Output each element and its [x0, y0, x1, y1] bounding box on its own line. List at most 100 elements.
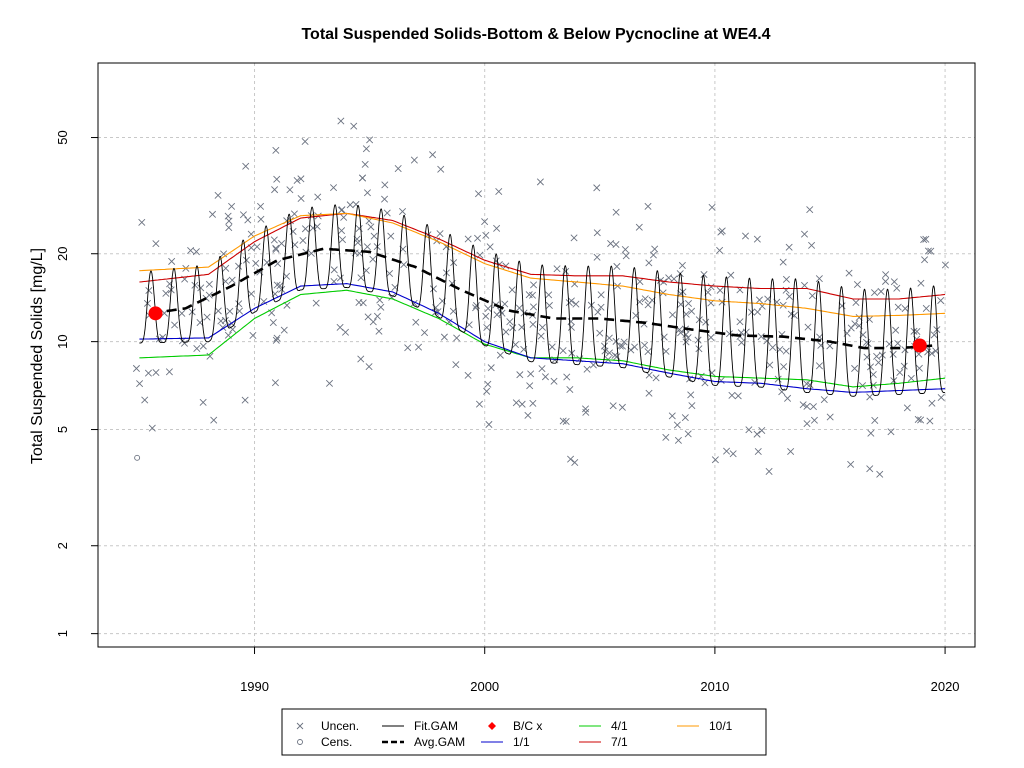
data-point: [572, 300, 580, 308]
data-point: [688, 402, 696, 410]
data-point: [847, 324, 855, 332]
series-line-4-1: [139, 289, 946, 388]
data-point: [239, 211, 247, 219]
data-point: [381, 181, 389, 189]
data-point: [782, 347, 790, 355]
data-point: [242, 162, 250, 170]
data-point: [168, 257, 176, 265]
data-point: [644, 348, 652, 356]
data-point: [145, 287, 153, 295]
data-point: [593, 229, 601, 237]
data-point: [737, 339, 746, 347]
data-point: [253, 243, 261, 251]
data-point: [727, 271, 735, 279]
data-point: [525, 291, 533, 299]
data-point: [867, 429, 875, 437]
x-tick-label: 2010: [700, 679, 729, 694]
y-tick-label: 10: [55, 334, 70, 348]
data-point: [669, 311, 677, 319]
data-point: [464, 371, 472, 379]
data-point: [695, 316, 703, 324]
data-point: [605, 349, 613, 357]
data-point: [645, 389, 653, 397]
data-point: [148, 424, 156, 432]
data-point: [937, 297, 945, 305]
data-point: [815, 275, 823, 283]
data-point: [421, 329, 429, 337]
data-point: [926, 417, 934, 425]
data-point: [152, 368, 160, 377]
data-point: [483, 387, 491, 395]
data-point: [337, 206, 345, 214]
data-point: [877, 287, 885, 295]
data-point: [278, 285, 286, 293]
data-point: [278, 240, 286, 248]
data-point: [803, 402, 811, 410]
data-point: [600, 342, 608, 350]
data-point: [199, 398, 207, 406]
data-point: [193, 344, 201, 352]
data-point: [684, 430, 692, 438]
data-point: [252, 259, 260, 267]
data-point: [242, 256, 250, 264]
data-point: [787, 447, 795, 455]
data-point: [631, 343, 639, 351]
data-point: [449, 307, 457, 315]
data-point: [808, 241, 816, 249]
data-point: [515, 304, 523, 312]
y-tick-label: 1: [55, 630, 70, 637]
data-point: [559, 347, 567, 355]
data-point: [270, 236, 278, 244]
data-point: [550, 377, 558, 385]
data-point: [563, 373, 571, 381]
data-point: [502, 328, 510, 336]
data-point: [365, 363, 373, 371]
data-point: [269, 319, 277, 327]
data-point: [330, 184, 338, 192]
data-point: [487, 364, 495, 372]
data-point: [350, 122, 358, 130]
data-point: [645, 371, 653, 379]
data-point: [753, 235, 761, 243]
series-line-fit-gam: [139, 204, 946, 397]
data-point: [894, 303, 902, 311]
legend-symbol-uncen: [296, 722, 304, 730]
data-point: [375, 327, 383, 335]
data-point: [922, 304, 930, 312]
data-point: [357, 355, 365, 363]
data-point: [330, 266, 338, 274]
data-point: [301, 225, 309, 233]
data-point: [562, 417, 570, 426]
data-point: [297, 195, 305, 203]
legend-label: Cens.: [321, 735, 352, 749]
data-point: [896, 368, 904, 377]
data-point: [273, 175, 281, 183]
data-point: [203, 313, 211, 321]
series-line-10-1: [139, 212, 946, 317]
data-point: [538, 365, 546, 373]
data-point: [622, 252, 630, 260]
y-axis-label: Total Suspended Solids [mg/L]: [29, 248, 46, 464]
data-point: [493, 224, 501, 232]
data-point: [235, 262, 243, 270]
data-point: [779, 258, 787, 266]
data-point: [594, 308, 602, 316]
data-point: [765, 467, 773, 475]
data-point: [363, 243, 371, 251]
data-point: [702, 318, 710, 326]
data-point: [136, 380, 144, 388]
data-point: [138, 218, 146, 226]
data-point: [377, 303, 385, 311]
data-point: [537, 332, 545, 340]
y-tick-label: 20: [55, 247, 70, 261]
data-point: [869, 371, 877, 379]
legend-symbol-bc: [488, 722, 496, 730]
data-point: [214, 191, 222, 199]
data-point: [486, 243, 494, 251]
data-point: [336, 274, 344, 282]
data-point: [192, 248, 200, 256]
data-point: [674, 436, 682, 444]
data-point: [346, 201, 354, 209]
data-point: [208, 210, 217, 218]
